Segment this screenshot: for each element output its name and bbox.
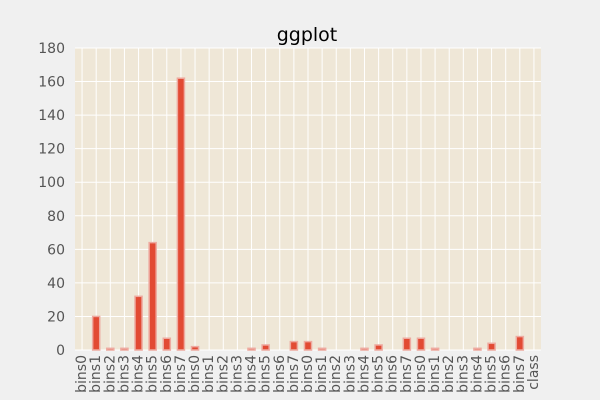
x-tick-label: bins0 — [74, 355, 90, 393]
x-tick-label: bins3 — [229, 355, 245, 393]
x-tick-label: bins1 — [88, 355, 104, 393]
x-tick-label: bins0 — [300, 355, 316, 393]
bar — [317, 347, 327, 351]
bar — [360, 347, 369, 351]
y-axis: 0 20 40 60 80 100 120 140 160 180 — [38, 41, 65, 359]
bar — [374, 344, 383, 351]
x-tick-label: bins2 — [102, 355, 118, 393]
y-tick-label: 120 — [38, 142, 65, 158]
x-tick-label: bins1 — [427, 355, 443, 393]
x-axis: bins0bins1bins2bins3bins4bins5bins6bins7… — [74, 355, 542, 393]
bar — [487, 342, 496, 351]
y-tick-label: 60 — [47, 242, 65, 258]
x-tick-label: bins6 — [385, 355, 401, 393]
x-tick-label: bins6 — [272, 355, 288, 393]
y-tick-label: 180 — [38, 41, 65, 57]
bar — [402, 337, 412, 351]
x-tick-label: bins5 — [145, 355, 161, 393]
bar — [106, 347, 115, 351]
chart-title: ggplot — [277, 24, 338, 46]
bar — [148, 241, 157, 351]
x-tick-label: bins7 — [173, 355, 189, 393]
x-tick-label: bins0 — [187, 355, 203, 393]
x-tick-label: bins1 — [314, 355, 330, 393]
bar — [176, 77, 186, 351]
x-tick-label: bins2 — [215, 355, 231, 393]
x-tick-label: bins4 — [131, 355, 147, 393]
x-tick-label: bins4 — [244, 355, 260, 393]
bar — [289, 340, 299, 351]
x-tick-label: bins6 — [498, 355, 514, 393]
x-tick-label: bins4 — [469, 355, 485, 393]
bar — [303, 340, 313, 351]
y-tick-label: 20 — [47, 309, 65, 325]
x-tick-label: class — [526, 355, 542, 390]
x-tick-label: bins7 — [399, 355, 415, 393]
x-tick-label: bins5 — [484, 355, 500, 393]
bar — [134, 295, 143, 351]
x-tick-label: bins4 — [356, 355, 372, 393]
bar — [430, 347, 440, 351]
bar — [416, 337, 426, 351]
y-tick-label: 160 — [38, 75, 65, 91]
bar — [162, 337, 172, 351]
bar — [473, 347, 482, 351]
x-tick-label: bins0 — [413, 355, 429, 393]
x-tick-label: bins7 — [286, 355, 302, 393]
x-tick-label: bins3 — [342, 355, 358, 393]
x-tick-label: bins6 — [159, 355, 175, 393]
bar — [261, 344, 270, 351]
x-tick-label: bins3 — [455, 355, 471, 393]
bar — [120, 347, 129, 351]
y-tick-label: 0 — [56, 343, 65, 359]
x-tick-label: bins5 — [258, 355, 274, 393]
bar — [190, 345, 200, 351]
y-tick-label: 140 — [38, 108, 65, 124]
x-tick-label: bins3 — [116, 355, 132, 393]
y-tick-label: 80 — [47, 209, 65, 225]
bar — [247, 347, 256, 351]
x-tick-label: bins7 — [512, 355, 528, 393]
y-tick-label: 100 — [38, 175, 65, 191]
bar — [515, 335, 525, 351]
x-tick-label: bins2 — [441, 355, 457, 393]
y-tick-label: 40 — [47, 276, 65, 292]
x-tick-label: bins2 — [328, 355, 344, 393]
x-tick-label: bins5 — [371, 355, 387, 393]
x-tick-label: bins1 — [201, 355, 217, 393]
bar — [91, 315, 101, 351]
bars — [91, 77, 525, 351]
